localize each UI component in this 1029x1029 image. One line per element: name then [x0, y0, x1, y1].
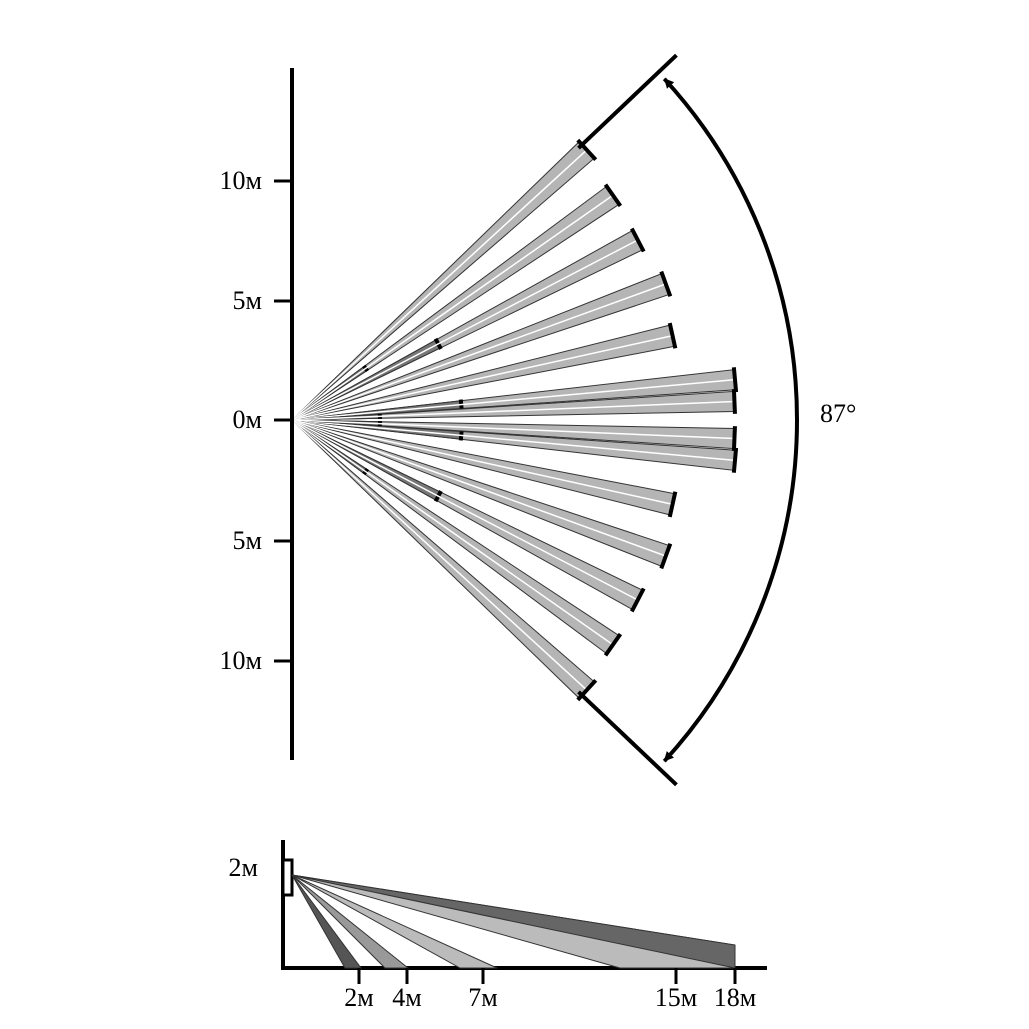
beam-cap: [629, 227, 646, 253]
side-beam: [291, 874, 410, 969]
tick-label: 15м: [655, 983, 697, 1012]
beam-cap: [731, 426, 737, 451]
angle-arc: [662, 77, 799, 763]
beam-cap: [731, 367, 739, 393]
tick-label: 5м: [233, 286, 262, 315]
beam-center-line: [291, 239, 639, 421]
side-beam: [291, 874, 362, 969]
side-beam: [291, 874, 736, 969]
sensor: [281, 858, 294, 897]
side-beam: [291, 874, 498, 969]
side-view: 2м 2м 4м 7м 15м 18м: [229, 840, 767, 1012]
beam-center-line: [291, 283, 667, 421]
tick-label: 10м: [220, 166, 262, 195]
tick-label: 7м: [468, 983, 497, 1012]
beam-center-line: [291, 149, 588, 421]
top-view: 10м 5м 0м 5м 10м 87°: [220, 53, 856, 787]
beam-cap: [731, 389, 737, 414]
beam-center-line: [291, 419, 588, 691]
beam-center-line: [291, 419, 735, 440]
angle-label: 87°: [820, 399, 856, 428]
beam-cap: [603, 183, 623, 208]
angle-extension-line: [577, 53, 678, 150]
beams: [291, 138, 739, 702]
beam-cap: [603, 632, 623, 657]
beam-center-line: [291, 378, 736, 421]
tick-label: 5м: [233, 526, 262, 555]
tick-label: 10м: [220, 646, 262, 675]
beam-center-line: [291, 400, 735, 421]
tick-label: 18м: [714, 983, 756, 1012]
beam-cap: [629, 587, 646, 613]
beam-center-line: [291, 419, 639, 601]
tick-label: 2м: [344, 983, 373, 1012]
beam-center-line: [291, 194, 614, 421]
beam-center-line: [291, 334, 673, 421]
tick-label: 4м: [392, 983, 421, 1012]
tick-label: 0м: [233, 405, 262, 434]
beam-center-line: [291, 419, 614, 646]
angle-extension-line: [577, 690, 678, 787]
beam-center-line: [291, 419, 736, 462]
beam-cap: [731, 447, 739, 473]
height-label: 2м: [229, 853, 258, 882]
beam-center-line: [291, 419, 673, 506]
beam-center-line: [291, 419, 667, 557]
